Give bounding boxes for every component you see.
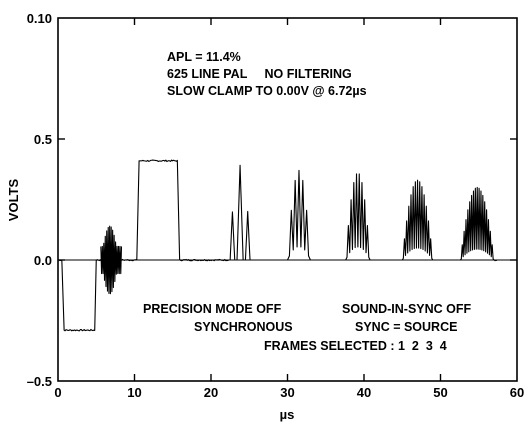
annotation-sync-mode: SYNCHRONOUS bbox=[194, 320, 293, 334]
x-tick-label: 20 bbox=[204, 385, 218, 400]
x-tick-label: 10 bbox=[127, 385, 141, 400]
waveform-segment bbox=[100, 225, 123, 295]
annotation-precision-mode: PRECISION MODE OFF bbox=[143, 302, 282, 316]
annotation-sound-in-sync: SOUND-IN-SYNC OFF bbox=[342, 302, 472, 316]
waveform-segment bbox=[345, 173, 371, 261]
x-axis-title: µs bbox=[280, 407, 295, 422]
waveform-segment bbox=[57, 259, 102, 332]
waveform-segment bbox=[121, 159, 229, 262]
waveform-segment bbox=[229, 211, 236, 261]
waveform-segment bbox=[401, 179, 434, 261]
annotation-line-standard: 625 LINE PAL NO FILTERING bbox=[167, 67, 352, 81]
annotation-sync-source: SYNC = SOURCE bbox=[355, 320, 457, 334]
x-tick-label: 60 bbox=[510, 385, 524, 400]
y-tick-label: 0.0 bbox=[34, 253, 52, 268]
y-tick-label: –0.5 bbox=[27, 374, 52, 389]
x-tick-label: 30 bbox=[280, 385, 294, 400]
x-tick-label: 50 bbox=[433, 385, 447, 400]
annotation-clamp: SLOW CLAMP TO 0.00V @ 6.72µs bbox=[167, 84, 367, 98]
waveform-segment bbox=[459, 186, 495, 261]
waveform-segment bbox=[493, 259, 498, 262]
waveform-segment bbox=[236, 164, 244, 261]
y-axis-title: VOLTS bbox=[6, 178, 21, 221]
y-tick-label: 0.5 bbox=[34, 132, 52, 147]
x-tick-label: 40 bbox=[357, 385, 371, 400]
x-tick-label: 0 bbox=[54, 385, 61, 400]
waveform-segment bbox=[287, 169, 311, 261]
annotation-frames-selected: FRAMES SELECTED : 1 2 3 4 bbox=[264, 339, 447, 353]
annotation-apl: APL = 11.4% bbox=[167, 50, 241, 64]
y-tick-label: 0.10 bbox=[27, 11, 52, 26]
waveform-segment bbox=[244, 210, 251, 261]
